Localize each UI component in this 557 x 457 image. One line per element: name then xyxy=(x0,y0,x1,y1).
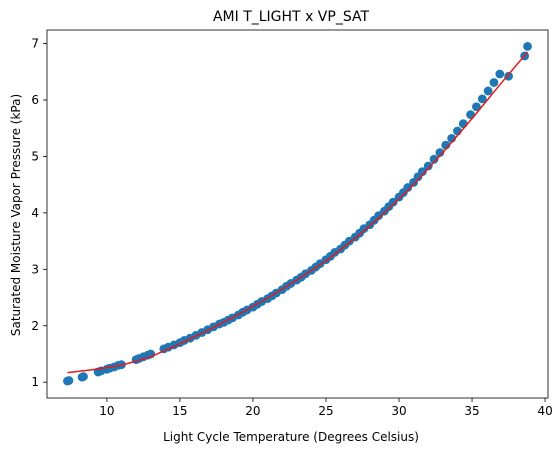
scatter-point xyxy=(417,167,427,177)
fit-line xyxy=(67,51,529,374)
scatter-point xyxy=(489,78,499,87)
x-tick-label: 10 xyxy=(99,404,114,418)
x-tick-label: 25 xyxy=(318,404,333,418)
scatter-point xyxy=(504,71,513,81)
chart-title: AMI T_LIGHT x VP_SAT xyxy=(213,9,369,25)
scatter-point xyxy=(458,119,468,129)
scatter-point xyxy=(472,102,481,112)
y-axis-label: Saturated Moisture Vapor Pressure (kPa) xyxy=(9,94,23,336)
axes: 10 15 20 25 30 35 40 1 2 3 4 5 6 7 xyxy=(31,29,553,418)
scatter-point xyxy=(79,372,88,381)
scatter-point xyxy=(483,86,493,96)
x-tick-label: 15 xyxy=(172,404,187,418)
scatter-point xyxy=(64,376,74,385)
scatter-point xyxy=(435,148,445,157)
plot-marks xyxy=(63,41,532,386)
y-tick-label: 5 xyxy=(31,149,39,163)
scatter-point xyxy=(523,41,532,51)
x-tick-label: 40 xyxy=(537,404,552,418)
scatter-point xyxy=(403,183,413,192)
scatter-point xyxy=(429,154,439,164)
x-tick-label: 20 xyxy=(245,404,260,418)
y-tick-label: 1 xyxy=(31,375,39,389)
x-tick-label: 30 xyxy=(391,404,406,418)
y-tick-label: 6 xyxy=(31,93,39,107)
scatter-point xyxy=(423,161,433,171)
y-tick-label: 3 xyxy=(31,262,39,276)
y-tick-label: 2 xyxy=(31,319,39,333)
y-tick-label: 4 xyxy=(31,206,39,220)
plot-frame xyxy=(46,29,549,399)
scatter-point xyxy=(477,94,487,104)
x-tick-label: 35 xyxy=(464,404,479,418)
x-axis-label: Light Cycle Temperature (Degrees Celsius… xyxy=(163,430,419,444)
scatter-point xyxy=(495,69,505,79)
y-tick-label: 7 xyxy=(31,37,39,51)
scatter-point xyxy=(388,197,398,207)
